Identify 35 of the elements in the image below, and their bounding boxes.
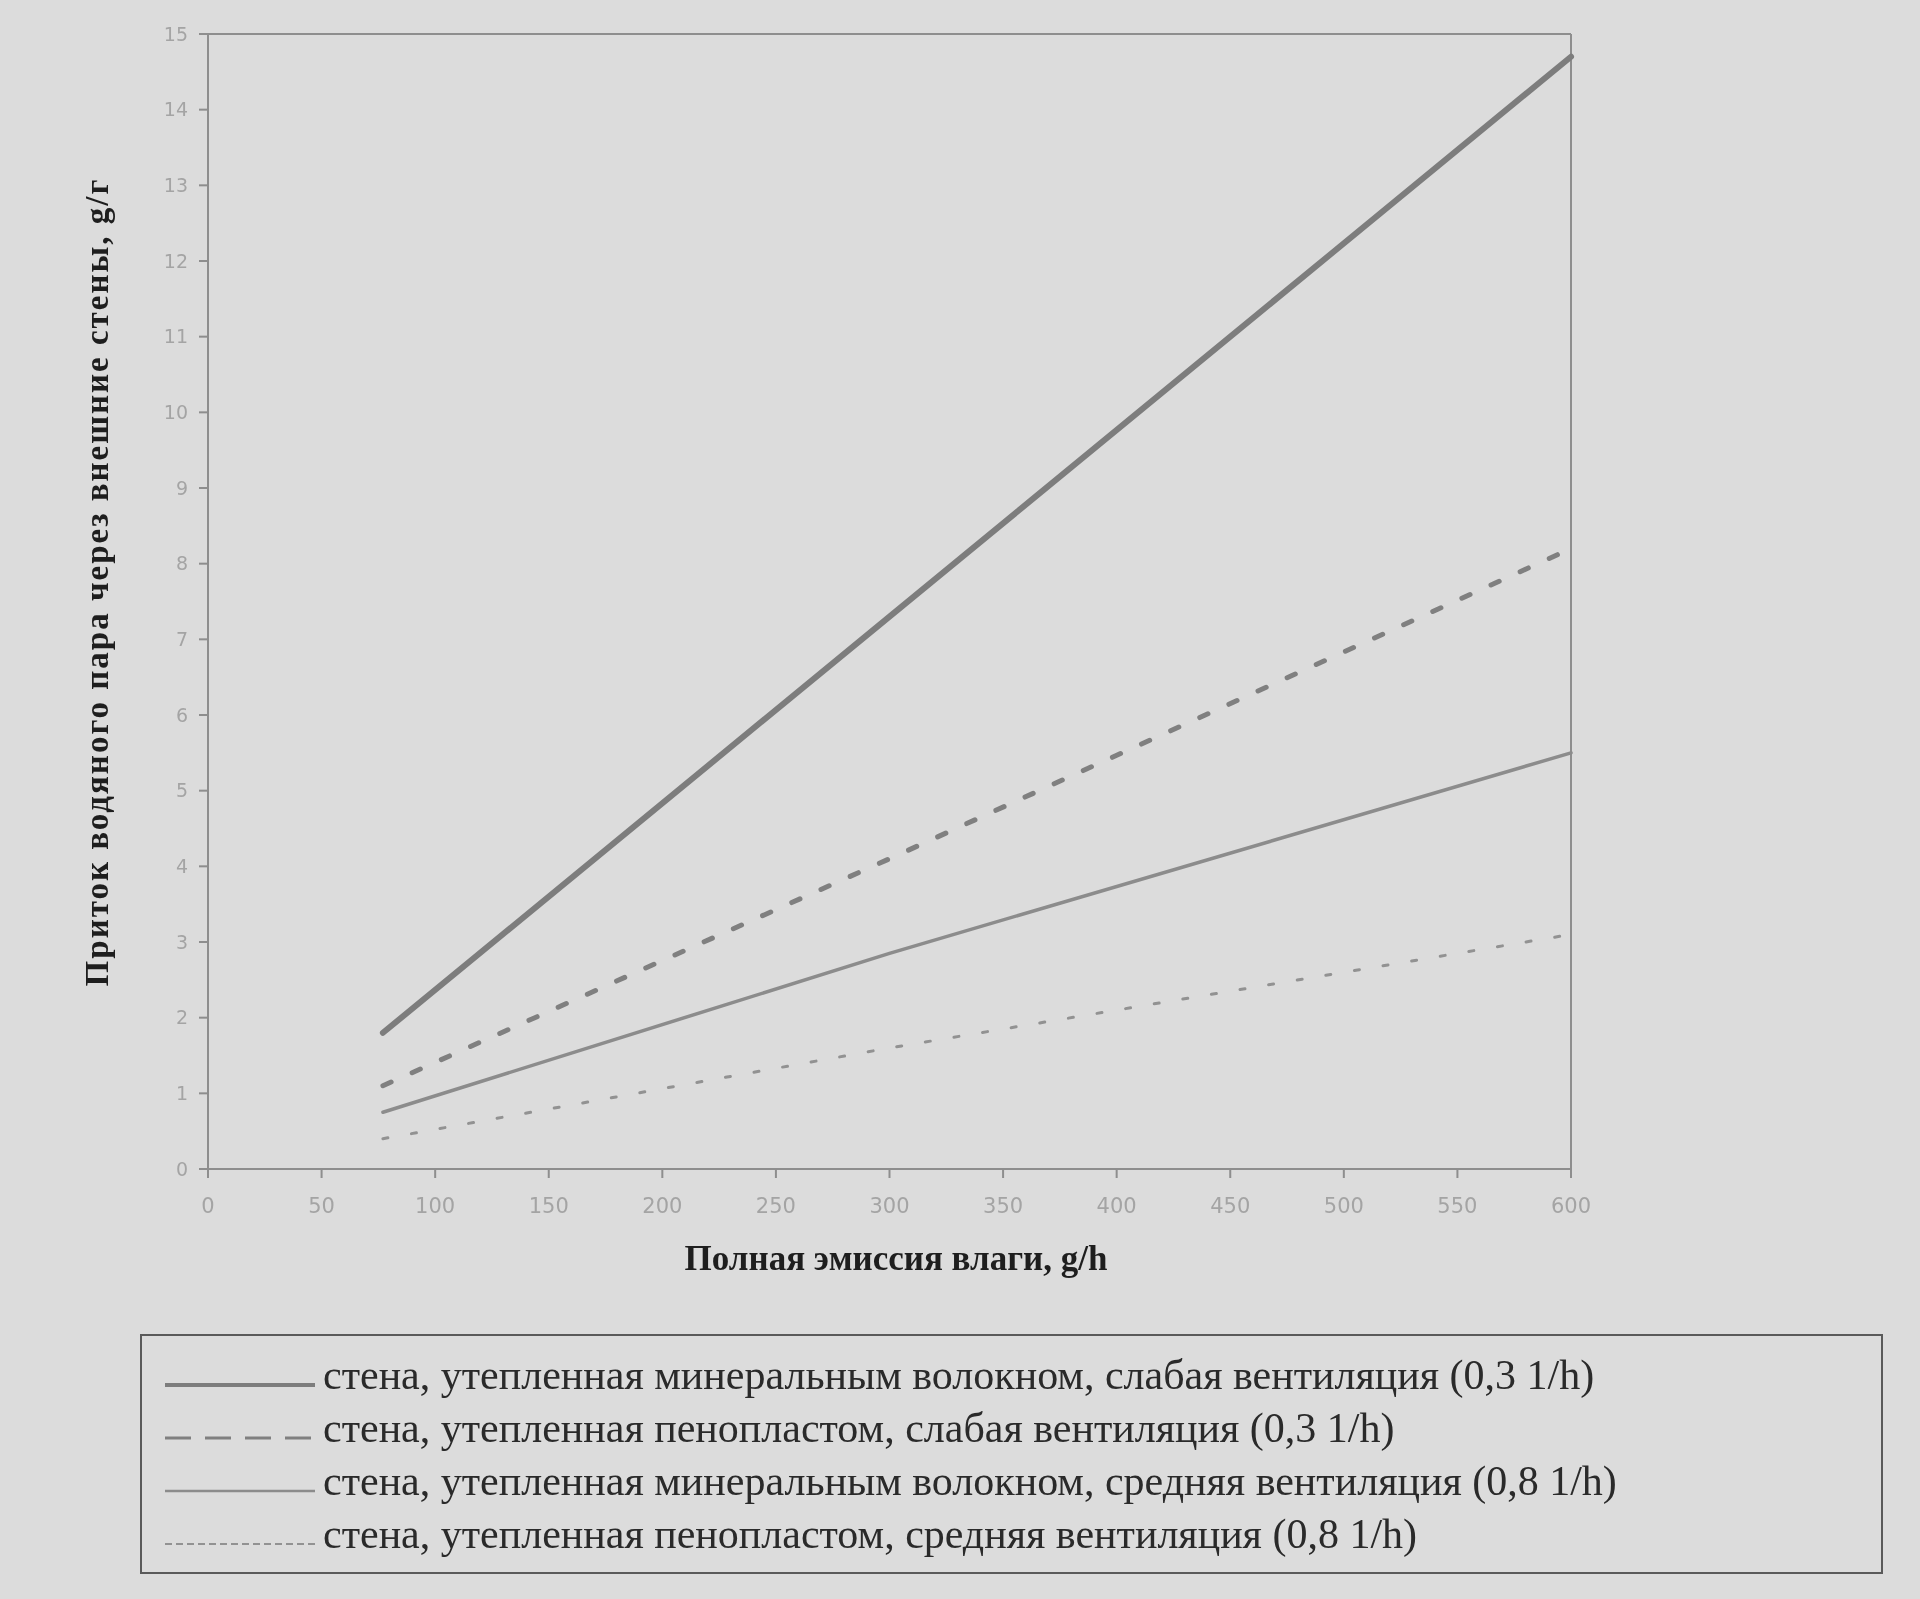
y-tick-label: 0: [175, 1157, 188, 1180]
y-tick-label: 8: [175, 552, 188, 575]
x-tick-label: 100: [415, 1194, 456, 1218]
x-tick-label: 600: [1550, 1194, 1592, 1218]
legend-label: стена, утепленная пенопластом, слабая вентиляция (0,3 1/h): [323, 1405, 1395, 1452]
y-tick-label: 11: [163, 325, 188, 348]
legend-label: стена, утепленная минеральным волокном, средняя вентиляция (0,8 1/h): [323, 1458, 1617, 1505]
x-tick-label: 450: [1210, 1194, 1251, 1218]
y-tick-label: 6: [175, 703, 188, 726]
x-tick-label: 300: [869, 1194, 910, 1218]
x-tick-label: 150: [528, 1194, 569, 1218]
y-tick-label: 4: [175, 854, 188, 877]
y-tick-label: 14: [163, 98, 188, 121]
x-tick-label: 250: [755, 1194, 796, 1218]
y-tick-label: 9: [175, 476, 188, 499]
y-tick-label: 13: [163, 173, 188, 196]
y-tick-label: 15: [163, 22, 188, 45]
x-tick-label: 200: [642, 1194, 683, 1218]
x-axis-title: Полная эмиссия влаги, g/h: [684, 1239, 1108, 1278]
x-tick-label: 500: [1323, 1194, 1364, 1218]
y-tick-label: 2: [175, 1006, 188, 1029]
x-tick-label: 350: [983, 1194, 1024, 1218]
x-tick-label: 50: [308, 1194, 335, 1218]
y-tick-label: 12: [163, 249, 188, 272]
y-tick-label: 3: [175, 930, 188, 953]
y-tick-label: 10: [163, 400, 188, 423]
legend-label: стена, утепленная минеральным волокном, слабая вентиляция (0,3 1/h): [323, 1352, 1595, 1399]
x-tick-label: 550: [1437, 1194, 1478, 1218]
x-tick-label: 400: [1096, 1194, 1137, 1218]
y-tick-label: 5: [175, 779, 188, 802]
y-tick-label: 1: [175, 1081, 188, 1104]
y-axis-title: Приток водяного пара через внешние стены, g/г: [79, 177, 115, 987]
y-tick-label: 7: [175, 627, 188, 650]
legend-label: стена, утепленная пенопластом, средняя вентиляция (0,8 1/h): [323, 1511, 1418, 1558]
x-tick-label: 0: [201, 1194, 215, 1218]
